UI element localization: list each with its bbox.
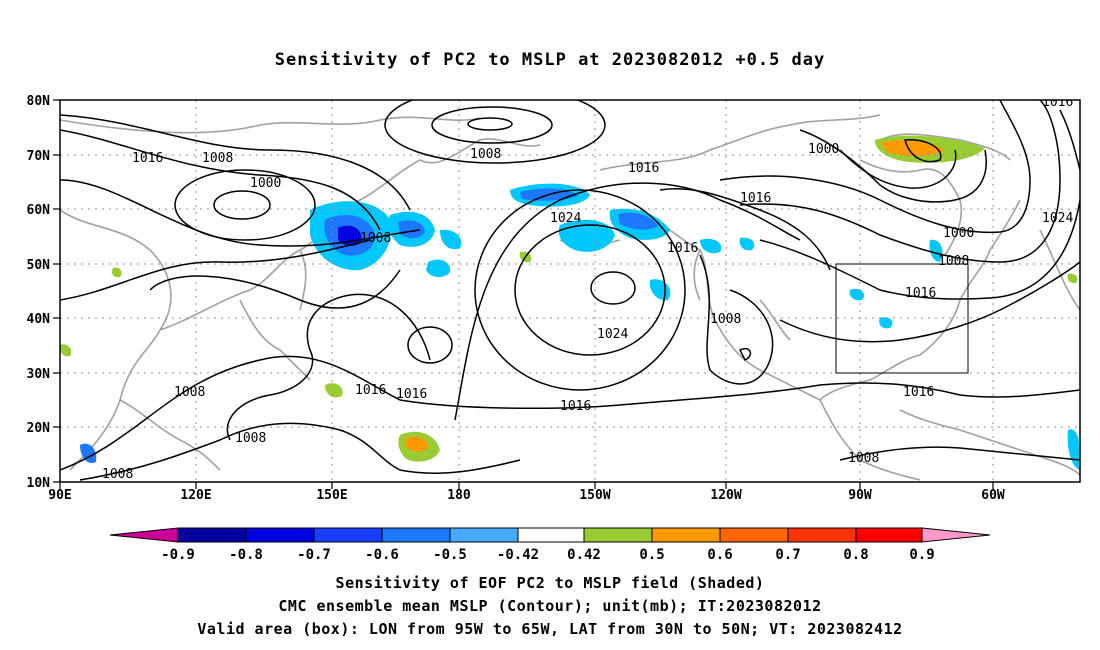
colorbar-bin (313, 527, 383, 543)
colorbar-label: -0.8 (229, 547, 263, 563)
lat-label: 80N (27, 94, 51, 109)
colorbar-bin (245, 527, 315, 543)
valid-area-box (835, 263, 969, 374)
colorbar-label: -0.7 (297, 547, 331, 563)
colorbar-bin (651, 527, 721, 543)
colorbar-bin (787, 527, 857, 543)
contour-label: 1008 (848, 451, 879, 466)
contour-label: 1008 (360, 231, 391, 246)
contour-label: 1016 (560, 399, 591, 414)
lon-label: 90E (48, 488, 71, 503)
colorbar-high-arrow (921, 527, 991, 543)
contour-label: 1016 (740, 191, 771, 206)
colorbar-label: 0.42 (567, 547, 601, 563)
contour-label: 1008 (235, 431, 266, 446)
colorbar-labels: -0.9 -0.8 -0.7 -0.6 -0.5 -0.42 0.42 0.5 … (161, 547, 935, 563)
colorbar-low-arrow (109, 527, 179, 543)
contour-label: 1016 (132, 151, 163, 166)
colorbar-bin (719, 527, 789, 543)
lat-label: 60N (27, 203, 51, 218)
lon-label: 180 (447, 488, 471, 503)
contour-label: 1024 (597, 327, 628, 342)
colorbar-label: -0.5 (433, 547, 467, 563)
contour-labels: 1016 1008 1000 1008 1008 1016 1024 1016 … (132, 95, 1073, 466)
colorbar-label: 0.5 (639, 547, 664, 563)
tick-marks (53, 99, 994, 489)
contour-label: 1008 (202, 151, 233, 166)
contour-label: 1000 (808, 142, 839, 157)
colorbar-label: 0.9 (909, 547, 934, 563)
lon-labels: 90E 120E 150E 180 150W 120W 90W 60W (48, 488, 1005, 503)
lon-label: 150E (316, 488, 347, 503)
lon-label: 120E (180, 488, 211, 503)
contour-label: 1016 (903, 385, 934, 400)
colorbar-bin (381, 527, 451, 543)
colorbar-bin (177, 527, 247, 543)
contour-label: 1000 (250, 176, 281, 191)
contour-label: 1016 (905, 286, 936, 301)
colorbar-label: -0.42 (497, 547, 539, 563)
contour-label: 1016 (628, 161, 659, 176)
lon-label: 150W (579, 488, 610, 503)
contour-label: 1008 (470, 147, 501, 162)
lat-label: 50N (27, 258, 51, 273)
colorbar-label: -0.9 (161, 547, 195, 563)
colorbar-label: -0.6 (365, 547, 399, 563)
contour-label: 1024 (550, 211, 581, 226)
contour-label: 1008 (174, 385, 205, 400)
lat-labels: 80N 70N 60N 50N 40N 30N 20N 10N (27, 94, 51, 491)
contour-label: 1016 (396, 387, 427, 402)
contour-label: 1024 (1042, 211, 1073, 226)
grid-lines (60, 100, 1080, 482)
colorbar-bin (449, 527, 519, 543)
caption-line-2: CMC ensemble mean MSLP (Contour); unit(m… (278, 597, 822, 615)
colorbar-bin (583, 527, 653, 543)
shading (60, 135, 1080, 470)
contour-label: 1000 (943, 226, 974, 241)
contour-label: 1008 (938, 254, 969, 269)
lon-label: 90W (848, 488, 872, 503)
contour-label: 1016 (355, 383, 386, 398)
plot-title: Sensitivity of PC2 to MSLP at 2023082012… (274, 50, 826, 70)
lat-label: 20N (27, 421, 51, 436)
colorbar-label: 0.8 (843, 547, 868, 563)
contour-label: 1016 (667, 241, 698, 256)
lat-label: 40N (27, 312, 51, 327)
lon-label: 120W (710, 488, 741, 503)
colorbar-label: 0.7 (775, 547, 800, 563)
colorbar (109, 527, 991, 543)
contour-label: 1008 (710, 312, 741, 327)
contour-label: 1016 (1042, 95, 1073, 110)
map-frame (59, 99, 1081, 483)
colorbar-bin (855, 527, 923, 543)
lat-label: 30N (27, 367, 51, 382)
mslp-contours (60, 100, 1080, 481)
lon-label: 60W (981, 488, 1005, 503)
colorbar-bin (517, 527, 585, 543)
colorbar-label: 0.6 (707, 547, 732, 563)
caption-line-3: Valid area (box): LON from 95W to 65W, L… (197, 620, 903, 638)
lat-label: 10N (27, 476, 51, 491)
contour-label: 1008 (102, 467, 133, 482)
map-area: 1016 1008 1000 1008 1008 1016 1024 1016 … (60, 95, 1080, 482)
lat-label: 70N (27, 149, 51, 164)
caption-line-1: Sensitivity of EOF PC2 to MSLP field (Sh… (335, 574, 765, 592)
